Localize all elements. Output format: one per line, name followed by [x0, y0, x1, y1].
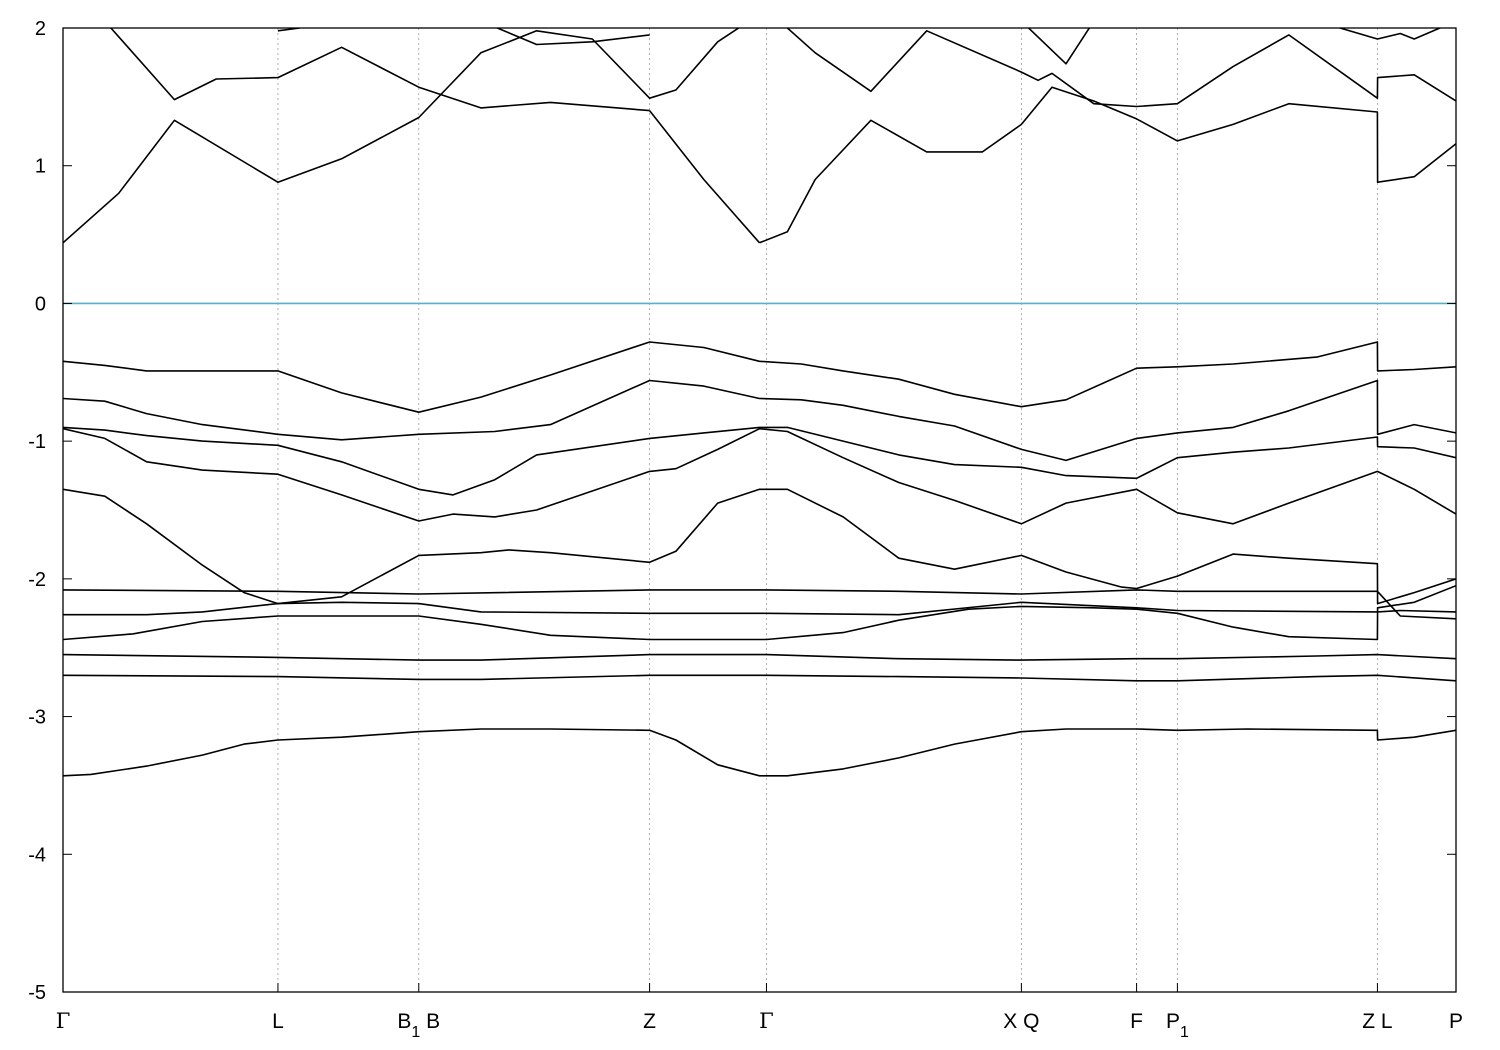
band-line-8: [63, 427, 1456, 525]
ytick-label: 0: [35, 293, 46, 315]
band-line-7: [63, 488, 1456, 605]
x-axis-ticks: Γ L B1 B Z Γ X Q F P1 Z L P: [56, 983, 1463, 1041]
high-symmetry-gridlines: [277, 28, 1378, 992]
xtick-label-gamma: Γ: [56, 1009, 71, 1033]
band-line-13: [759, 86, 1456, 244]
xtick-label-gamma2: Γ: [759, 1009, 774, 1033]
band-line-6: [63, 589, 1456, 620]
band-line-5: [63, 601, 1456, 616]
band-line-10: [63, 379, 1456, 462]
xtick-label-xq: X Q: [1003, 1010, 1039, 1033]
xtick-label-z: Z: [643, 1010, 656, 1033]
ytick-label: -2: [28, 569, 46, 591]
band-line-12: [63, 28, 741, 244]
ytick-label: -1: [28, 431, 46, 453]
xtick-label-b1b: B1 B: [397, 1010, 440, 1041]
band-line-11: [63, 341, 1456, 413]
band-line-9: [63, 426, 1456, 496]
band-line-15: [648, 110, 761, 244]
xtick-label-p1: P1: [1166, 1010, 1189, 1041]
y-axis-ticks: 2 1 0 -1 -2 -3 -4 -5: [28, 18, 1456, 1004]
band-line-16: [785, 28, 1456, 108]
band-line-3: [63, 653, 1456, 661]
xtick-label-p: P: [1449, 1010, 1463, 1033]
band-line-17: [495, 28, 650, 46]
ytick-label: -5: [28, 982, 46, 1004]
band-line-19: [1337, 28, 1442, 40]
band-line-2: [63, 674, 1456, 682]
xtick-label-zl: Z L: [1362, 1010, 1392, 1033]
ytick-label: -3: [28, 707, 46, 729]
ytick-label: 2: [35, 18, 46, 40]
band-line-14: [109, 28, 650, 112]
band-line-18: [1027, 28, 1091, 65]
band-line-4: [63, 584, 1456, 641]
band-line-1: [63, 728, 1456, 777]
band-lines: [63, 28, 1456, 777]
xtick-label-f: F: [1130, 1010, 1143, 1033]
plot-frame: [62, 27, 1457, 993]
ytick-label: -4: [28, 844, 46, 866]
xtick-label-l: L: [272, 1010, 284, 1033]
ytick-label: 1: [35, 156, 46, 178]
